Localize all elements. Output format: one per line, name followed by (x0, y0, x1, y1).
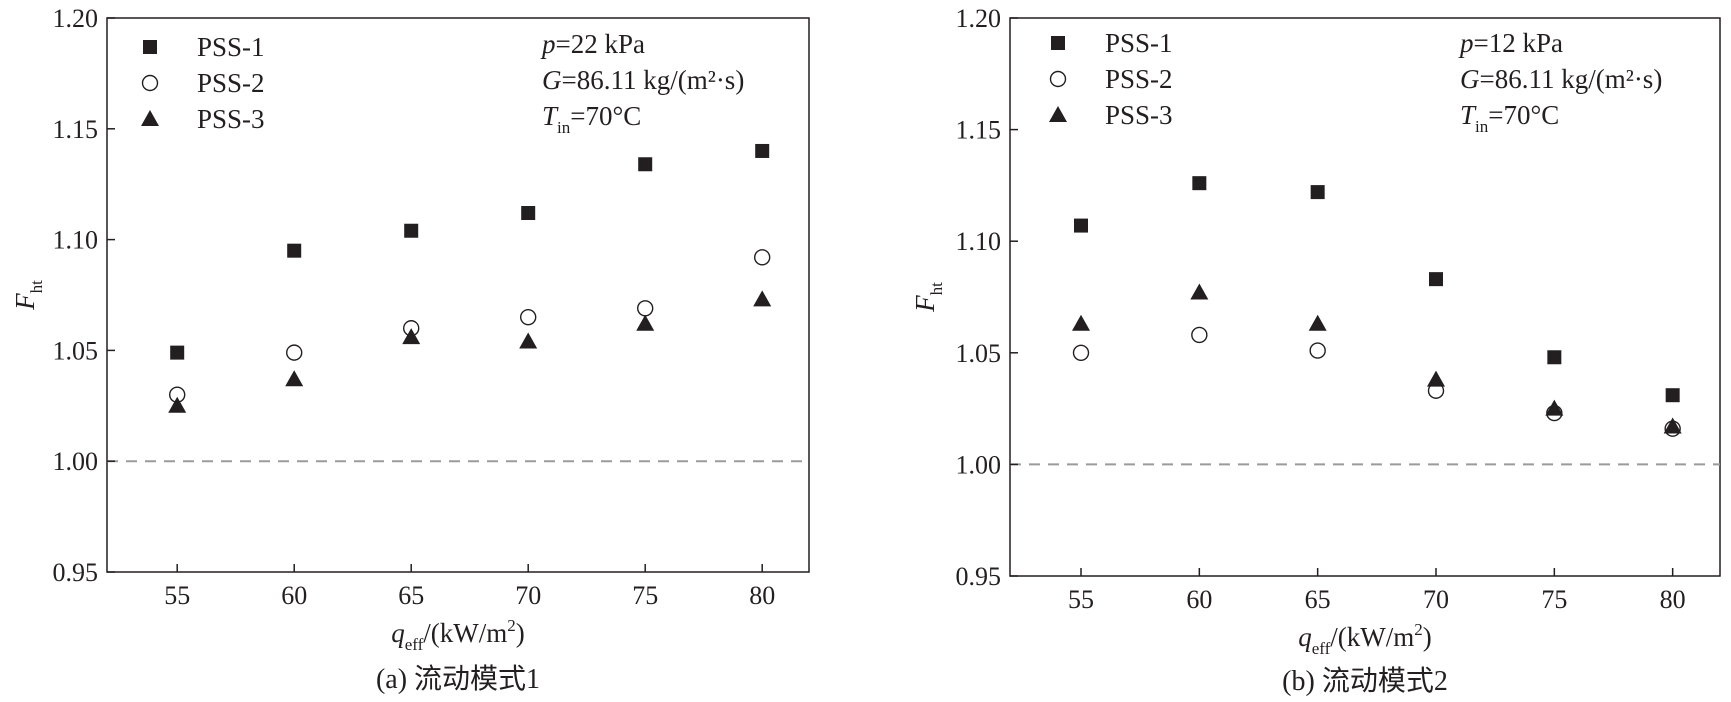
condition-annotation: G=86.11 kg/(m²·s) (1460, 64, 1662, 94)
data-point-pss-3 (402, 328, 421, 345)
x-tick-label: 80 (749, 581, 775, 610)
chart-panel-b: 0.95 1.00 1.05 1.10 1.15 1.20 55 60 65 70 75 80 PSS-… (910, 4, 1721, 697)
x-tick-label: 75 (1541, 585, 1567, 614)
y-tick-label: 1.05 (956, 339, 1002, 368)
data-point-pss-3 (1072, 314, 1090, 331)
legend-marker-pss-3 (141, 110, 159, 126)
data-point-pss-1 (1192, 176, 1207, 191)
x-tick-label: 60 (281, 581, 307, 610)
data-point-pss-1 (638, 157, 653, 172)
y-tick-label: 1.00 (956, 450, 1002, 479)
condition-annotation: G=86.11 kg/(m²·s) (542, 65, 744, 95)
data-point-pss-2 (520, 308, 537, 326)
y-tick-label: 1.10 (53, 226, 99, 255)
y-axis-label: Fht (10, 280, 46, 311)
legend-marker-pss-3 (1049, 106, 1067, 122)
data-point-pss-2 (286, 344, 303, 361)
data-point-pss-1 (1665, 388, 1680, 403)
y-tick-label: 1.05 (53, 336, 99, 365)
data-point-pss-1 (1547, 350, 1562, 365)
y-tick-label: 1.15 (956, 116, 1002, 145)
plot-frame (106, 17, 810, 573)
data-point-pss-1 (170, 345, 185, 360)
data-point-pss-3 (1308, 314, 1327, 331)
data-point-pss-3 (1427, 370, 1445, 387)
data-point-pss-3 (1663, 417, 1682, 434)
data-point-pss-3 (636, 314, 655, 331)
x-tick-label: 70 (1423, 585, 1449, 614)
x-axis-label: qeff/(kW/m2) (1298, 620, 1432, 658)
chart-panel-a: 0.95 1.00 1.05 1.10 1.15 1.20 55 60 65 70 75 80 PSS-… (10, 4, 810, 695)
data-point-pss-1 (1429, 272, 1443, 287)
data-point-pss-1 (521, 206, 536, 221)
legend-label: PSS-2 (1105, 64, 1173, 94)
legend-label: PSS-2 (197, 68, 265, 98)
data-point-pss-2 (1191, 326, 1208, 344)
data-point-pss-1 (404, 223, 419, 238)
data-point-pss-2 (1072, 344, 1090, 361)
data-point-pss-1 (1310, 185, 1325, 200)
y-tick-label: 1.20 (53, 4, 99, 33)
x-tick-label: 70 (515, 581, 541, 610)
legend-label: PSS-1 (197, 32, 265, 62)
data-point-pss-1 (755, 143, 770, 158)
condition-annotation: Tin=70°C (1460, 100, 1559, 136)
data-point-pss-3 (168, 396, 187, 413)
plot-frame (1009, 17, 1721, 577)
legend-marker-pss-1 (143, 40, 157, 54)
legend-label: PSS-1 (1105, 28, 1173, 58)
y-axis-label: Fht (910, 282, 946, 313)
x-tick-label: 80 (1660, 585, 1686, 614)
y-tick-label: 1.10 (956, 227, 1002, 256)
condition-annotation: p=22 kPa (540, 29, 645, 59)
x-tick-label: 65 (1305, 585, 1331, 614)
legend-label: PSS-3 (197, 104, 265, 134)
x-tick-label: 60 (1186, 585, 1212, 614)
y-tick-label: 0.95 (956, 562, 1002, 591)
x-tick-label: 65 (398, 581, 424, 610)
data-point-pss-3 (1190, 283, 1209, 300)
y-tick-label: 1.20 (956, 4, 1002, 33)
x-axis-label: qeff/(kW/m2) (391, 616, 525, 654)
y-tick-label: 1.15 (53, 115, 99, 144)
data-point-pss-3 (285, 370, 304, 387)
legend-marker-pss-2 (1049, 70, 1067, 88)
condition-annotation: p=12 kPa (1458, 28, 1563, 58)
legend-label: PSS-3 (1105, 100, 1173, 130)
data-point-pss-3 (1545, 399, 1564, 416)
condition-annotation: Tin=70°C (542, 101, 641, 137)
legend-marker-pss-2 (141, 74, 159, 92)
data-point-pss-3 (519, 332, 538, 349)
data-point-pss-3 (753, 290, 772, 307)
data-point-pss-1 (1074, 218, 1088, 233)
data-point-pss-1 (287, 243, 302, 258)
legend-marker-pss-1 (1051, 36, 1065, 50)
panel-caption: (b) 流动模式2 (1282, 665, 1448, 697)
x-tick-label: 55 (1068, 585, 1094, 614)
x-tick-label: 75 (632, 581, 658, 610)
data-point-pss-2 (754, 249, 771, 266)
y-tick-label: 1.00 (53, 447, 99, 476)
x-tick-label: 55 (164, 581, 190, 610)
data-point-pss-2 (1309, 342, 1326, 359)
panel-caption: (a) 流动模式1 (376, 663, 540, 695)
data-point-pss-2 (637, 300, 654, 317)
y-tick-label: 0.95 (53, 558, 99, 587)
